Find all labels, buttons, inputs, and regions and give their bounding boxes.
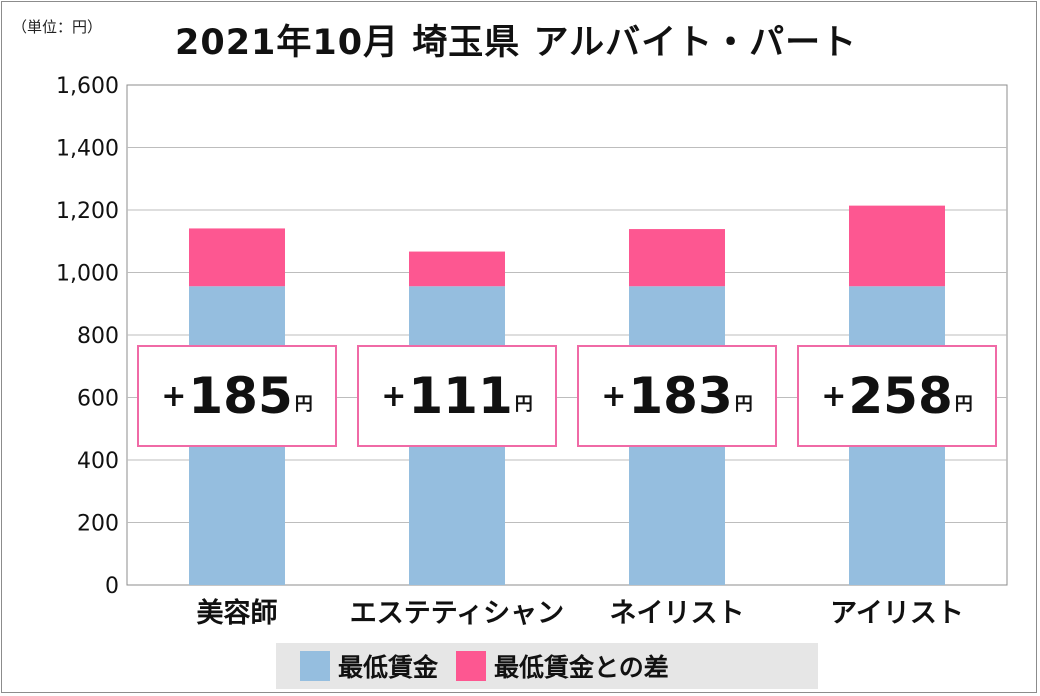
callout-value: 183 — [628, 367, 733, 425]
callout-sign: + — [601, 378, 627, 414]
category-label: 美容師 — [197, 597, 278, 629]
bar-difference — [629, 229, 725, 287]
y-tick-label: 400 — [77, 449, 119, 474]
callout-value: 111 — [408, 367, 513, 425]
category-label: ネイリスト — [610, 598, 745, 629]
callout-value: 185 — [188, 367, 293, 425]
chart-title: 2021年10月 埼玉県 アルバイト・パート — [175, 23, 858, 63]
category-label: アイリスト — [830, 598, 964, 629]
callout-sign: + — [381, 378, 407, 414]
y-tick-label: 1,400 — [56, 137, 119, 162]
legend-label-difference: 最低賃金との差 — [494, 653, 669, 682]
y-tick-label: 800 — [77, 324, 119, 349]
legend-label-min-wage: 最低賃金 — [338, 653, 439, 682]
difference-callout: +258 円 — [797, 345, 997, 447]
y-tick-label: 1,200 — [56, 199, 119, 224]
callout-sign: + — [161, 378, 187, 414]
y-tick-label: 600 — [77, 387, 119, 412]
callout-value: 258 — [848, 367, 953, 425]
legend-swatch-min-wage — [300, 651, 330, 681]
difference-callout: +111 円 — [357, 345, 557, 447]
callout-unit: 円 — [954, 394, 973, 415]
bar-difference — [189, 228, 285, 287]
callout-unit: 円 — [734, 394, 753, 415]
y-tick-label: 1,600 — [56, 74, 119, 99]
legend: 最低賃金 最低賃金との差 — [276, 643, 818, 689]
callout-unit: 円 — [294, 394, 313, 415]
bar-difference — [409, 251, 505, 287]
difference-callout: +183 円 — [577, 345, 777, 447]
legend-swatch-difference — [456, 651, 487, 681]
unit-label: （単位：円） — [12, 18, 103, 36]
bar-chart: 0 200 400 600 800 1,000 1,200 1,400 1,600 美容師 エステテ… — [56, 74, 1008, 629]
callout-unit: 円 — [514, 394, 533, 415]
y-tick-label: 200 — [77, 512, 119, 537]
category-label: エステティシャン — [350, 598, 564, 629]
legend-item-min-wage: 最低賃金 — [300, 648, 438, 684]
legend-item-difference: 最低賃金との差 — [456, 648, 669, 684]
y-tick-label: 1,000 — [56, 262, 119, 287]
callout-sign: + — [821, 378, 847, 414]
y-tick-label: 0 — [105, 574, 119, 599]
difference-callout: +185 円 — [137, 345, 337, 447]
bar-difference — [849, 205, 945, 287]
